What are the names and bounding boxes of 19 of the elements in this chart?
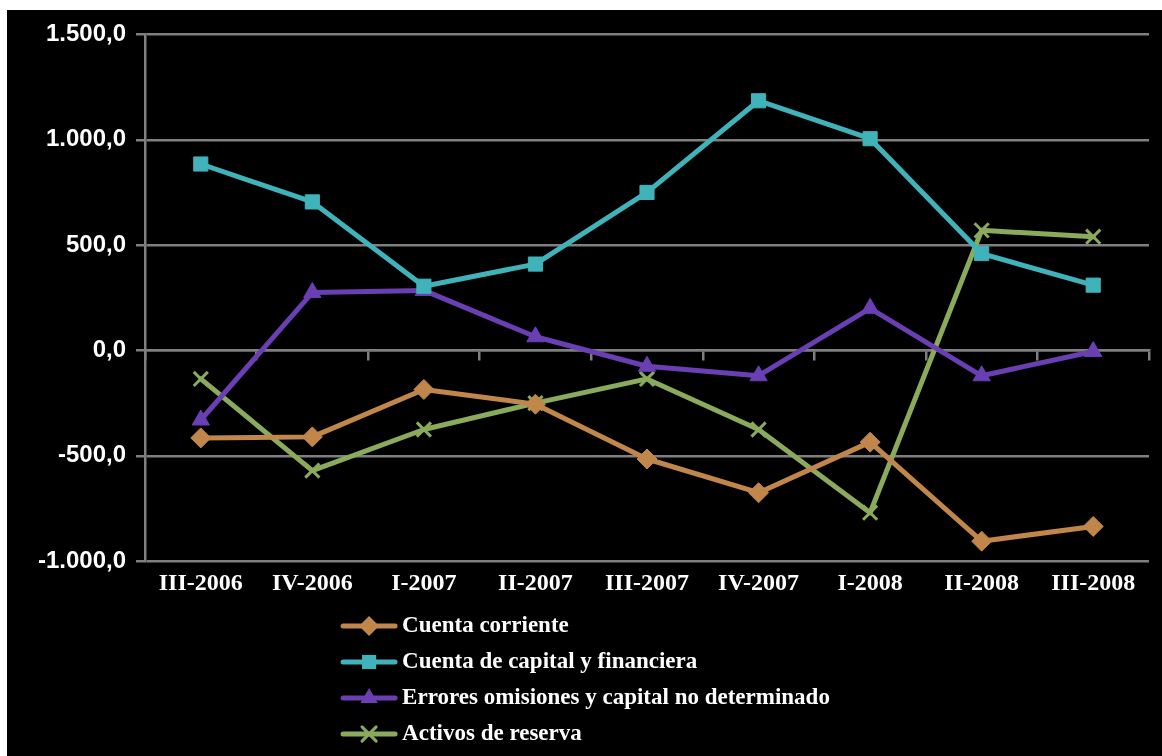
y-tick-label: -1.000,0 bbox=[37, 545, 126, 573]
x-tick-label: IV-2007 bbox=[718, 568, 799, 595]
legend-label: Errores omisiones y capital no determinado bbox=[402, 683, 830, 709]
y-tick-label: -500,0 bbox=[57, 440, 126, 468]
x-tick-label: III-2006 bbox=[158, 568, 243, 595]
legend-label: Activos de reserva bbox=[402, 719, 583, 745]
x-tick-label: I-2007 bbox=[391, 568, 457, 595]
x-tick-label: II-2008 bbox=[944, 568, 1019, 595]
legend-label: Cuenta de capital y financiera bbox=[402, 647, 698, 673]
x-tick-label: IV-2006 bbox=[271, 568, 353, 595]
x-tick-label: III-2007 bbox=[604, 568, 690, 595]
x-tick-label: I-2008 bbox=[837, 568, 903, 595]
y-tick-label: 0,0 bbox=[92, 335, 126, 363]
y-tick-label: 1.000,0 bbox=[45, 124, 126, 152]
x-tick-label: III-2008 bbox=[1051, 568, 1136, 595]
x-tick-label: II-2007 bbox=[498, 568, 573, 595]
y-tick-label: 500,0 bbox=[65, 229, 126, 257]
legend-label: Cuenta corriente bbox=[402, 611, 569, 637]
y-tick-label: 1.500,0 bbox=[45, 19, 126, 47]
